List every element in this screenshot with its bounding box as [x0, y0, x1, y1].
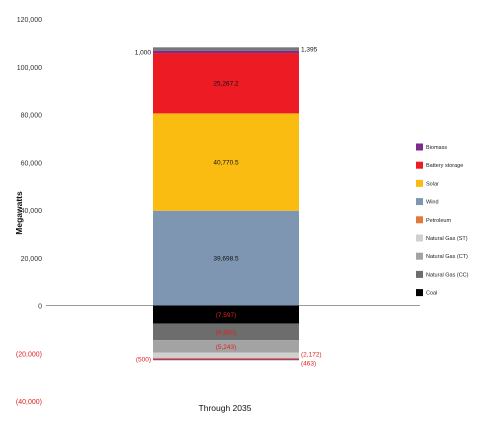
bar-segment-solar [153, 113, 299, 211]
y-tick-label: 80,000 [21, 113, 43, 120]
data-label: 1,395 [301, 47, 318, 54]
legend-label: Coal [426, 291, 437, 297]
y-tick-label: 100,000 [17, 65, 42, 72]
legend-swatch [416, 252, 423, 260]
bar-segment-biomass [153, 359, 299, 361]
legend-label: Petroleum [426, 218, 451, 224]
y-tick-label: (40,000) [16, 399, 42, 406]
legend-swatch [416, 234, 423, 242]
bar-segment-biomass [153, 50, 299, 54]
legend-label: Natural Gas (CC) [426, 272, 469, 278]
x-category-label: Through 2035 [199, 403, 252, 413]
bar-segment-petroleum [153, 357, 299, 360]
bar-segment-natural-gas-cc [153, 47, 299, 51]
data-label: (2,172) [301, 351, 322, 358]
y-tick-label: 40,000 [21, 208, 43, 215]
bar-segment-natural-gas-st [153, 352, 299, 358]
data-label: 40,770.5 [213, 160, 239, 167]
data-label: (5,243) [216, 344, 237, 351]
y-tick-label: 0 [38, 304, 42, 311]
legend-label: Natural Gas (ST) [426, 236, 468, 242]
data-label: 39,698.5 [213, 256, 239, 263]
legend-swatch [416, 216, 423, 224]
legend: Biomass Battery storage Solar Wind Petroleum… [416, 143, 469, 297]
bar-segments [153, 47, 299, 361]
y-tick-label: 60,000 [21, 160, 43, 167]
legend-label: Wind [426, 200, 439, 206]
bar-segment-coal [153, 305, 299, 324]
y-axis-label: Megawatts [14, 191, 24, 235]
legend-swatch [416, 161, 423, 169]
data-label: 25,267.2 [213, 81, 239, 88]
legend-label: Solar [426, 181, 439, 187]
data-label: (6,950) [216, 329, 237, 336]
bar-segment-battery-storage [153, 53, 299, 114]
y-axis-ticks: 120,000 100,000 80,000 60,000 40,000 20,000 0 (… [16, 17, 42, 406]
legend-swatch [416, 198, 423, 206]
y-tick-label: (20,000) [16, 351, 42, 358]
data-label: (500) [136, 357, 151, 364]
bar-segment-wind [153, 210, 299, 306]
data-label: (7,597) [216, 312, 237, 319]
data-label: 1,000 [135, 49, 152, 56]
legend-swatch [416, 289, 423, 297]
y-tick-label: 120,000 [17, 17, 42, 24]
legend-label: Battery storage [426, 163, 463, 169]
bar-segment-natural-gas-cc [153, 323, 299, 341]
legend-label: Biomass [426, 145, 447, 151]
segment-labels: 39,698.5 40,770.5 25,267.2 1,000 1,395 (7,597… [135, 47, 322, 368]
legend-swatch [416, 179, 423, 187]
legend-swatch [416, 270, 423, 278]
data-label: (463) [301, 361, 316, 368]
legend-swatch [416, 143, 423, 151]
y-tick-label: 20,000 [21, 256, 43, 263]
bar-segment-natural-gas-ct [153, 340, 299, 353]
legend-label: Natural Gas (CT) [426, 254, 468, 260]
